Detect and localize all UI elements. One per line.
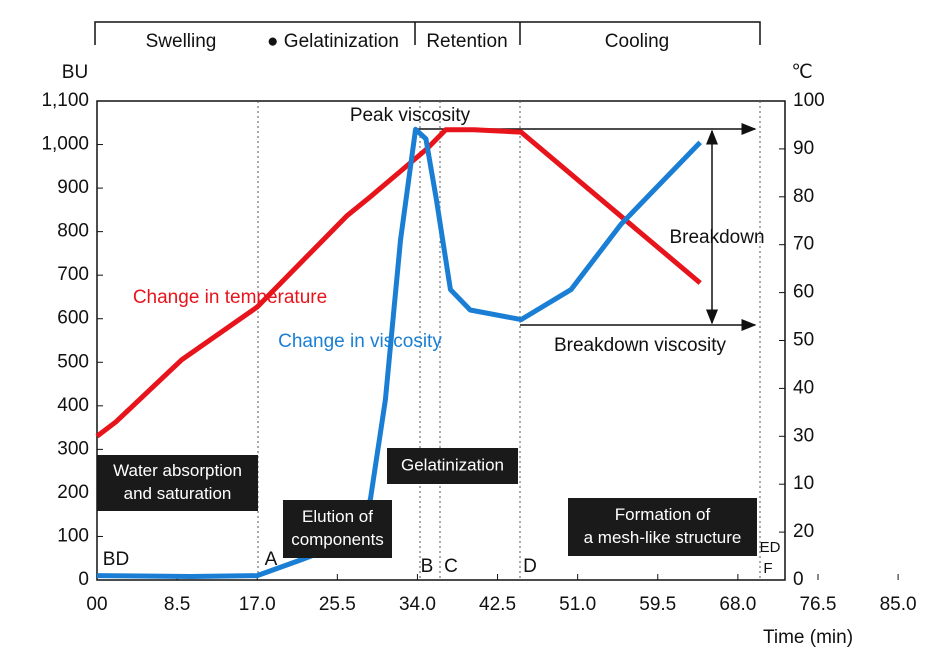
annotation: Peak viscosity [350, 105, 471, 126]
y-tick-label: 1,000 [41, 134, 89, 155]
y-tick-label: 800 [57, 221, 89, 242]
annotation: Breakdown viscosity [554, 335, 727, 356]
point-label: BD [103, 549, 129, 570]
x-tick-label: 34.0 [399, 594, 436, 615]
y2-tick-label: 100 [793, 90, 825, 111]
y-tick-label: 500 [57, 351, 89, 372]
phase-bracket [94, 21, 761, 45]
y2-tick-label: 20 [793, 521, 814, 542]
annotation: Breakdown [669, 227, 764, 248]
x-tick-label: 42.5 [479, 594, 516, 615]
box-label: Formation of [615, 505, 711, 524]
box-label: and saturation [124, 484, 232, 503]
x-tick-label: 8.5 [164, 594, 190, 615]
box-label: a mesh-like structure [584, 528, 742, 547]
y2-tick-label: 80 [793, 186, 814, 207]
x-axis-label: Time (min) [763, 627, 853, 648]
y-tick-label: 900 [57, 177, 89, 198]
point-label: ED [760, 539, 781, 556]
label-box [387, 448, 518, 484]
y-tick-label: 0 [78, 569, 89, 590]
y-tick-label: 600 [57, 308, 89, 329]
y-tick-label: 400 [57, 395, 89, 416]
y-tick-label: 1,100 [41, 90, 89, 111]
y2-tick-label: 60 [793, 282, 814, 303]
y2-tick-label: 70 [793, 234, 814, 255]
y-tick-label: 300 [57, 438, 89, 459]
x-tick-label: 00 [86, 594, 107, 615]
x-tick-label: 51.0 [559, 594, 596, 615]
phase-label: Cooling [605, 31, 669, 52]
y-tick-label: 200 [57, 482, 89, 503]
y-axis-label: BU [62, 62, 88, 83]
point-label: B [421, 556, 434, 577]
y2-tick-label: 0 [793, 569, 804, 590]
label-box [283, 500, 392, 558]
x-tick-label: 59.5 [639, 594, 676, 615]
point-label: F [763, 560, 772, 577]
x-tick-label: 85.0 [880, 594, 917, 615]
box-label: components [291, 530, 384, 549]
label-box [97, 455, 258, 511]
point-label: C [444, 556, 458, 577]
x-tick-label: 68.0 [719, 594, 756, 615]
y2-tick-label: 90 [793, 138, 814, 159]
y2-tick-label: 30 [793, 425, 814, 446]
phase-label: Retention [426, 31, 507, 52]
x-tick-label: 17.0 [239, 594, 276, 615]
label-box [568, 498, 757, 556]
box-label: Water absorption [113, 461, 242, 480]
legend-label: Change in temperature [133, 287, 327, 308]
line-series [96, 126, 702, 580]
y2-tick-label: 50 [793, 330, 814, 351]
y-tick-label: 100 [57, 525, 89, 546]
y2-axis-label: ℃ [791, 62, 812, 83]
line-series [95, 127, 702, 439]
x-tick-label: 76.5 [799, 594, 836, 615]
box-label: Gelatinization [401, 455, 504, 474]
legend-label: Change in viscosity [278, 331, 442, 352]
y2-tick-label: 40 [793, 377, 814, 398]
y-tick-label: 700 [57, 264, 89, 285]
box-label: Elution of [302, 507, 373, 526]
point-label: D [523, 556, 537, 577]
phase-label: ● Gelatinization [267, 31, 399, 52]
y2-tick-label: 10 [793, 473, 814, 494]
point-label: A [265, 549, 278, 570]
phase-label: Swelling [146, 31, 217, 52]
x-tick-label: 25.5 [319, 594, 356, 615]
